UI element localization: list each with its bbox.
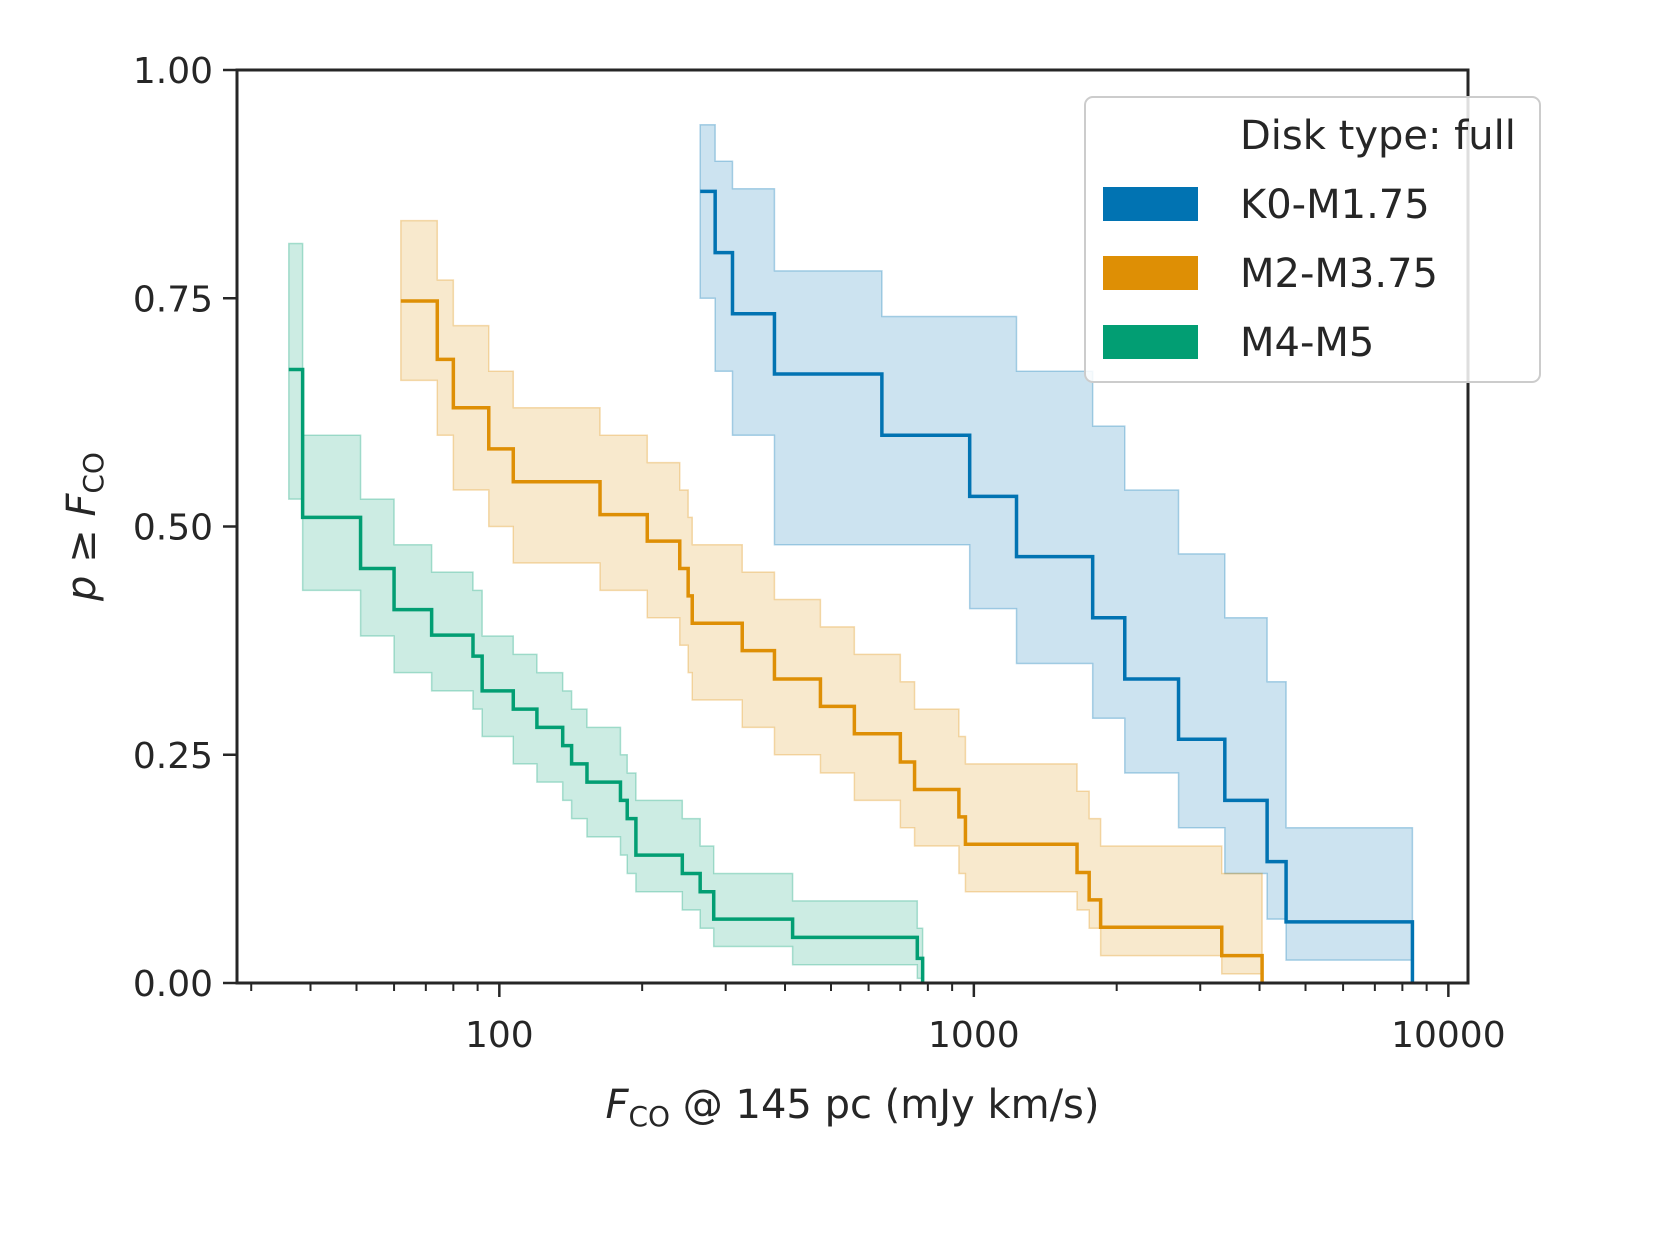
x-tick-label: 100 (465, 1015, 534, 1056)
y-axis-ticks: 0.00 0.25 0.50 0.75 1.00 (133, 51, 237, 1005)
y-tick-label: 0.25 (133, 736, 213, 777)
x-tick-label: 10000 (1391, 1015, 1506, 1056)
legend: Disk type: full K0-M1.75 M2-M3.75 M4-M5 (1084, 96, 1541, 383)
y-tick-label: 0.00 (133, 964, 213, 1005)
series-line-m4-m5 (288, 367, 925, 983)
x-axis-ticks: 100 1000 10000 (250, 983, 1506, 1056)
series-line-k0-m1-75 (700, 189, 1415, 983)
legend-title: Disk type: full (1240, 113, 1516, 159)
confidence-band-m4-m5 (288, 242, 924, 983)
y-tick-label: 1.00 (133, 51, 213, 92)
x-tick-label: 1000 (928, 1015, 1020, 1056)
y-axis-label: p ≥ FCO (59, 452, 110, 602)
y-tick-label: 0.75 (133, 279, 213, 320)
legend-label-k0-m1-75: K0-M1.75 (1240, 182, 1430, 228)
legend-box (1084, 96, 1541, 383)
y-tick-label: 0.50 (133, 508, 213, 549)
series-lines (288, 189, 1415, 983)
legend-label-m4-m5: M4-M5 (1240, 320, 1374, 366)
legend-swatch-k0-m1-75 (1103, 187, 1198, 221)
legend-label-m2-m3-75: M2-M3.75 (1240, 251, 1438, 297)
legend-swatch-m4-m5 (1103, 325, 1198, 359)
legend-swatch-m2-m3-75 (1103, 256, 1198, 290)
series-line-m2-m3-75 (400, 299, 1264, 983)
legend-items: K0-M1.75 M2-M3.75 M4-M5 (1103, 182, 1438, 366)
confidence-band-m2-m3-75 (400, 219, 1263, 983)
x-axis-label: FCO @ 145 pc (mJy km/s) (605, 1082, 1099, 1133)
